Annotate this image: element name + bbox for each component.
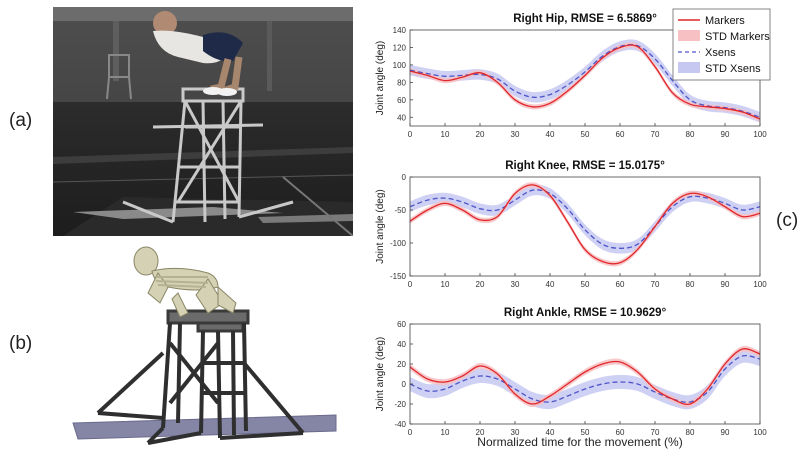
- y-tick-label: 0: [402, 173, 407, 182]
- series-line-markers: [409, 184, 761, 265]
- x-tick-label: 30: [511, 280, 520, 289]
- x-tick-label: 60: [616, 280, 625, 289]
- x-tick-label: 50: [581, 130, 590, 139]
- x-tick-label: 70: [651, 130, 660, 139]
- x-tick-label: 40: [546, 280, 555, 289]
- panel-label-a: (a): [9, 110, 33, 131]
- x-tick-label: 20: [476, 280, 485, 289]
- x-tick-label: 0: [408, 280, 413, 289]
- legend-std-markers-swatch: [678, 30, 700, 41]
- legend-xsens-label: Xsens: [705, 47, 736, 59]
- jump-photo: [53, 7, 353, 236]
- x-tick-label: 10: [441, 280, 450, 289]
- x-tick-label: 90: [721, 130, 730, 139]
- panel-label-c: (c): [776, 210, 799, 231]
- panel-label-b: (b): [9, 333, 33, 354]
- x-tick-label: 40: [546, 130, 555, 139]
- x-tick-label: 20: [476, 428, 485, 437]
- y-tick-label: 20: [397, 360, 406, 369]
- x-tick-label: 80: [686, 130, 695, 139]
- chart-title: Right Knee, RMSE = 15.0175°: [505, 160, 665, 172]
- y-tick-label: 40: [397, 113, 406, 122]
- chart-2: 0 10 20 30 40 50 60 70 80 90 100 -150 -100 -50 0 Right …: [375, 160, 767, 289]
- x-tick-label: 50: [581, 280, 590, 289]
- y-tick-label: 140: [393, 26, 407, 35]
- x-tick-label: 10: [441, 428, 450, 437]
- series-line-xsens: [409, 189, 761, 249]
- skeleton-model-render: [68, 243, 338, 451]
- x-tick-label: 50: [581, 428, 590, 437]
- y-tick-label: 100: [393, 61, 407, 70]
- legend-std-markers-label: STD Markers: [705, 31, 770, 43]
- y-tick-label: 40: [397, 340, 406, 349]
- chart-title: Right Ankle, RMSE = 10.9629°: [504, 307, 667, 319]
- x-tick-label: 60: [616, 428, 625, 437]
- y-tick-label: -150: [390, 272, 407, 281]
- x-tick-label: 70: [651, 428, 660, 437]
- x-tick-label: 80: [686, 428, 695, 437]
- x-tick-label: 90: [721, 428, 730, 437]
- x-tick-label: 30: [511, 428, 520, 437]
- x-tick-label: 100: [753, 130, 767, 139]
- y-tick-label: -50: [394, 206, 406, 215]
- series-line-markers: [409, 348, 761, 406]
- y-tick-label: -40: [394, 420, 406, 429]
- y-tick-label: 0: [402, 380, 407, 389]
- x-tick-label: 100: [753, 280, 767, 289]
- x-tick-label: 100: [753, 428, 767, 437]
- x-tick-label: 30: [511, 130, 520, 139]
- y-tick-label: 80: [397, 78, 406, 87]
- y-tick-label: 60: [397, 96, 406, 105]
- x-tick-label: 80: [686, 280, 695, 289]
- chart-title: Right Hip, RMSE = 6.5869°: [513, 13, 657, 25]
- y-tick-label: 60: [397, 320, 406, 329]
- x-tick-label: 60: [616, 130, 625, 139]
- y-tick-label: -100: [390, 239, 407, 248]
- joint-angle-charts: Normalized time for the movement (%) 0 10…: [375, 8, 771, 449]
- x-tick-label: 20: [476, 130, 485, 139]
- legend-std-xsens-swatch: [678, 62, 700, 73]
- x-tick-label: 0: [408, 428, 413, 437]
- y-axis-label: Joint angle (deg): [375, 41, 386, 116]
- x-tick-label: 70: [651, 280, 660, 289]
- y-tick-label: 120: [393, 43, 407, 52]
- legend: Markers STD Markers Xsens STD Xsens: [672, 8, 771, 81]
- y-axis-label: Joint angle (deg): [375, 189, 386, 264]
- chart-3: 0 10 20 30 40 50 60 70 80 90 100 -40 -20 0 20 40 60 Right…: [375, 307, 767, 437]
- series-line-markers: [409, 44, 761, 120]
- x-tick-label: 0: [408, 130, 413, 139]
- y-axis-label: Joint angle (deg): [375, 337, 386, 412]
- legend-markers-label: Markers: [705, 15, 745, 27]
- y-tick-label: -20: [394, 400, 406, 409]
- series-line-xsens: [409, 354, 761, 403]
- x-tick-label: 40: [546, 428, 555, 437]
- x-tick-label: 10: [441, 130, 450, 139]
- legend-std-xsens-label: STD Xsens: [705, 63, 761, 75]
- shared-xlabel: Normalized time for the movement (%): [477, 435, 682, 449]
- std-band-xsens: [410, 348, 760, 410]
- x-tick-label: 90: [721, 280, 730, 289]
